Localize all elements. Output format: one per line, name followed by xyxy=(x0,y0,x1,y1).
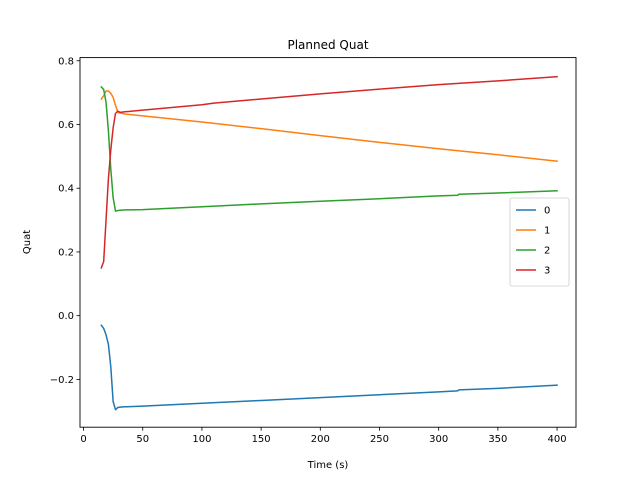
x-tick-label: 250 xyxy=(370,434,389,445)
y-tick-label: 0.8 xyxy=(58,56,74,67)
x-tick-label: 300 xyxy=(429,434,448,445)
x-tick-label: 100 xyxy=(192,434,211,445)
legend-label-1: 1 xyxy=(544,226,550,237)
y-tick-label: 0.2 xyxy=(58,247,74,258)
plot-frame xyxy=(79,57,577,428)
legend: 0 1 2 3 xyxy=(509,197,570,287)
y-tick-label: 0.6 xyxy=(58,120,74,131)
y-tick-label: −0.2 xyxy=(50,375,74,386)
y-tick-label: 0.0 xyxy=(58,311,74,322)
series-line-1 xyxy=(100,90,558,162)
x-tick-label: 400 xyxy=(548,434,567,445)
y-tick-label: 0.4 xyxy=(58,184,74,195)
y-axis: −0.2 0.0 0.2 0.4 0.6 0.8 xyxy=(50,56,80,386)
series-layer xyxy=(100,75,558,411)
x-axis: 0 50 100 150 200 250 300 350 400 xyxy=(80,427,567,445)
y-axis-title: Quat xyxy=(22,230,33,254)
series-line-2 xyxy=(100,85,558,212)
x-tick-label: 350 xyxy=(488,434,507,445)
series-line-3 xyxy=(100,75,558,269)
chart-title: Planned Quat xyxy=(287,38,368,52)
legend-label-3: 3 xyxy=(544,266,550,277)
x-axis-title: Time (s) xyxy=(307,460,349,471)
series-line-0 xyxy=(100,324,558,411)
x-tick-label: 50 xyxy=(136,434,149,445)
legend-label-0: 0 xyxy=(544,206,550,217)
x-tick-label: 200 xyxy=(311,434,330,445)
legend-label-2: 2 xyxy=(544,246,550,257)
x-tick-label: 150 xyxy=(252,434,271,445)
legend-frame xyxy=(509,197,570,287)
plot-area: 0 50 100 150 200 250 300 350 400 −0.2 0.0 0.2 0.4 0.… xyxy=(50,56,577,445)
x-tick-label: 0 xyxy=(80,434,86,445)
